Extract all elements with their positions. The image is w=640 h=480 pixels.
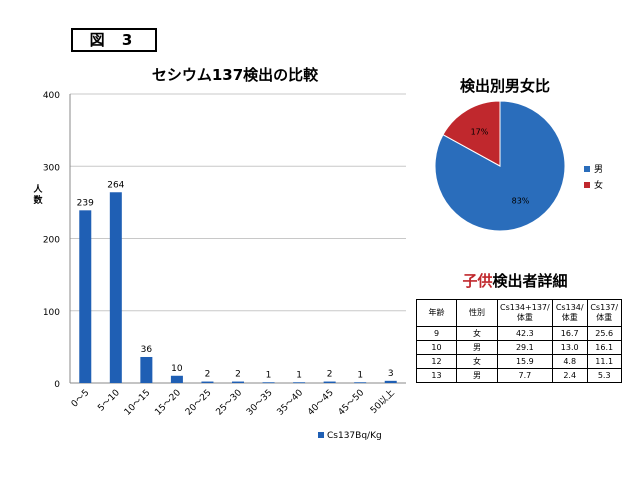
- table-cell: 4.8: [551, 354, 588, 369]
- bar-value-label: 2: [205, 370, 211, 380]
- bar-value-label: 1: [266, 370, 272, 380]
- pie-legend-swatch: [584, 182, 590, 188]
- pie-value-label: 17%: [471, 127, 489, 136]
- y-tick-label: 100: [43, 308, 60, 318]
- x-tick-label: 40〜45: [306, 388, 336, 418]
- x-tick-label: 15〜20: [153, 388, 183, 418]
- x-tick-label: 45〜50: [337, 388, 367, 418]
- x-tick-label: 0〜5: [70, 388, 92, 410]
- pie-chart: 83% 17% 男女: [434, 100, 603, 232]
- table-header-cell: 性別: [456, 299, 498, 327]
- bar-value-label: 2: [327, 370, 333, 380]
- table-header-cell: Cs134+137/体重: [497, 299, 553, 327]
- table-cell: 5.3: [586, 368, 622, 383]
- legend-swatch: [318, 432, 324, 438]
- bar-value-label: 10: [171, 364, 183, 374]
- table-header-cell: Cs137/体重: [586, 299, 622, 327]
- y-tick-label: 0: [54, 380, 60, 390]
- bar-value-label: 2: [235, 370, 241, 380]
- table-row: 12 女 15.9 4.8 11.1: [416, 354, 622, 369]
- table-header-cell: Cs134/体重: [551, 299, 588, 327]
- table-header-row: 年齢 性別 Cs134+137/体重 Cs134/体重 Cs137/体重: [416, 299, 622, 327]
- table-cell: 男: [456, 368, 498, 383]
- bar-chart: 0 100 200 300 400 人数 239 0〜5 264 5〜10 36 10〜15 10 15〜…: [32, 91, 406, 441]
- detail-table: 年齢 性別 Cs134+137/体重 Cs134/体重 Cs137/体重 9 女 42.3 1…: [416, 299, 622, 383]
- bar: [140, 356, 153, 383]
- x-tick-label: 25〜30: [214, 388, 244, 418]
- bar: [170, 375, 183, 383]
- bar-value-label: 1: [357, 370, 363, 380]
- y-tick-label: 300: [43, 163, 60, 173]
- table-cell: 9: [416, 326, 457, 341]
- bar: [262, 382, 275, 384]
- table-header-cell: 年齢: [416, 299, 457, 327]
- bar-value-label: 239: [77, 198, 94, 208]
- x-tick-label: 20〜25: [184, 388, 214, 418]
- x-tick-label: 50以上: [368, 387, 397, 416]
- bar: [323, 381, 336, 383]
- figure-label: 図 3: [71, 28, 157, 52]
- table-cell: 7.7: [497, 368, 553, 383]
- pie-legend-swatch: [584, 166, 590, 172]
- y-axis-label: 数: [33, 194, 43, 206]
- table-title: 子供検出者詳細: [430, 270, 600, 291]
- table-cell: 42.3: [497, 326, 553, 341]
- table-cell: 11.1: [586, 354, 622, 369]
- x-tick-label: 10〜15: [123, 388, 153, 418]
- bar: [293, 382, 306, 384]
- pie-legend-label: 男: [594, 164, 603, 175]
- bar-chart-title: セシウム137検出の比較: [151, 66, 319, 84]
- bar-value-label: 264: [107, 180, 124, 190]
- table-cell: 男: [456, 340, 498, 355]
- bar-value-label: 3: [388, 369, 394, 379]
- table-row: 10 男 29.1 13.0 16.1: [416, 340, 622, 355]
- bar: [109, 192, 122, 383]
- table-cell: 16.1: [586, 340, 622, 355]
- table-cell: 女: [456, 354, 498, 369]
- pie-chart-title: 検出別男女比: [459, 77, 550, 95]
- x-tick-label: 35〜40: [276, 388, 306, 418]
- table-row: 9 女 42.3 16.7 25.6: [416, 326, 622, 341]
- bar-value-label: 1: [296, 370, 302, 380]
- bar: [79, 210, 92, 383]
- bar: [354, 382, 367, 384]
- table-cell: 12: [416, 354, 457, 369]
- pie-legend-label: 女: [594, 179, 603, 191]
- bar: [232, 381, 244, 383]
- y-tick-label: 200: [43, 236, 60, 246]
- table-cell: 10: [416, 340, 457, 355]
- table-cell: 29.1: [497, 340, 553, 355]
- table-cell: 13: [416, 368, 457, 383]
- table-cell: 16.7: [551, 326, 588, 341]
- pie-slice: [442, 100, 501, 167]
- table-row: 13 男 7.7 2.4 5.3: [416, 368, 622, 383]
- bar-value-label: 36: [141, 345, 153, 355]
- table-title-highlight: 子供: [462, 272, 493, 290]
- legend-label: Cs137Bq/Kg: [327, 431, 382, 441]
- bar: [384, 380, 397, 383]
- pie-value-label: 83%: [512, 197, 530, 206]
- table-cell: 2.4: [551, 368, 588, 383]
- y-tick-label: 400: [43, 91, 60, 101]
- table-cell: 15.9: [497, 354, 553, 369]
- bar: [201, 381, 214, 383]
- x-tick-label: 5〜10: [96, 388, 122, 414]
- x-tick-label: 30〜35: [245, 388, 275, 418]
- table-cell: 25.6: [586, 326, 622, 341]
- table-cell: 13.0: [551, 340, 588, 355]
- table-cell: 女: [456, 326, 498, 341]
- y-axis-label: 人: [32, 183, 43, 195]
- table-title-rest: 検出者詳細: [492, 272, 568, 290]
- pie-slice: [434, 100, 566, 232]
